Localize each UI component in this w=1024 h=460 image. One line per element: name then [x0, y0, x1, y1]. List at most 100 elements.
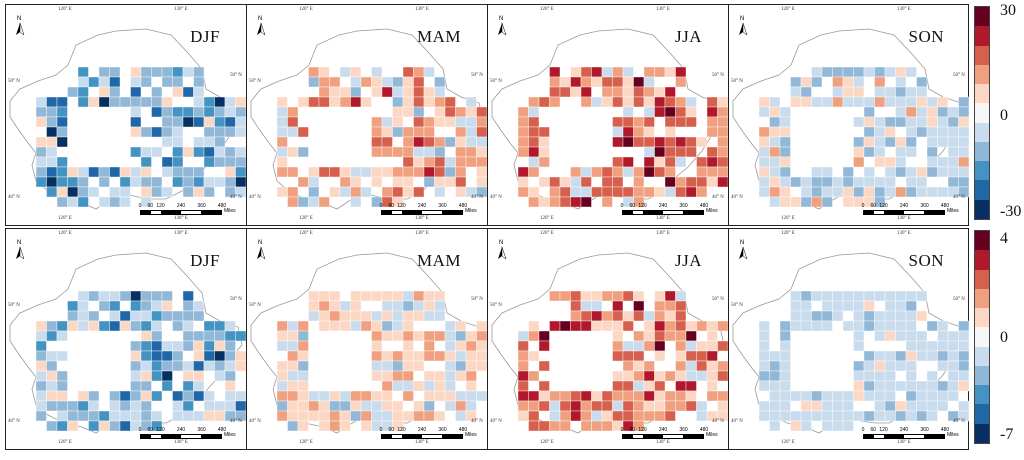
grid-cell [329, 186, 341, 198]
grid-cell [77, 290, 89, 302]
grid-cell [350, 176, 362, 188]
grid-cell [612, 380, 624, 392]
grid-cell [203, 320, 215, 332]
grid-cell [235, 176, 246, 188]
grid-cell [276, 340, 288, 352]
grid-cell [77, 176, 89, 188]
scale-segment [442, 211, 462, 214]
lon-label-120-bottom: 120° E [299, 440, 313, 445]
grid-cell [685, 400, 697, 412]
scale-unit: Miles [224, 432, 236, 438]
grid-cell [675, 76, 687, 88]
grid-cell [151, 146, 163, 158]
scale-segment [181, 211, 201, 214]
grid-cell [528, 186, 540, 198]
grid-cell [392, 310, 404, 322]
grid-cell [161, 290, 173, 302]
scale-segment [643, 435, 663, 438]
grid-cell [276, 186, 288, 198]
lat-label-50-left: 50° N [490, 303, 502, 308]
grid-cell [465, 146, 477, 158]
grid-cell [402, 146, 414, 158]
grid-cell [476, 176, 487, 188]
season-label: SON [908, 251, 944, 270]
grid-cell [654, 350, 666, 362]
grid-cell [758, 400, 770, 412]
grid-cell [140, 196, 152, 208]
grid-cell [895, 186, 907, 198]
grid-cell [905, 126, 917, 138]
grid-cell [769, 186, 781, 198]
grid-cell [863, 310, 875, 322]
grid-cell [633, 310, 645, 322]
season-label: DJF [190, 27, 220, 46]
grid-cell [958, 186, 969, 198]
scale-segment [904, 435, 924, 438]
grid-cell [905, 66, 917, 78]
grid-cell [559, 410, 571, 422]
grid-cell [350, 410, 362, 422]
grid-cell [643, 320, 655, 332]
grid-cell [664, 126, 676, 138]
grid-cell [318, 420, 330, 432]
scale-unit: Miles [947, 208, 959, 214]
grid-cell [643, 390, 655, 402]
grid-cell [287, 360, 299, 372]
grid-cell [958, 350, 969, 362]
grid-cell [769, 370, 781, 382]
grid-cell [926, 136, 938, 148]
grid-cell [779, 106, 791, 118]
grid-cell [465, 350, 477, 362]
grid-cell [958, 370, 969, 382]
grid-cell [276, 390, 288, 402]
grid-cell [56, 350, 68, 362]
grid-cell [423, 390, 435, 402]
grid-cell [182, 400, 194, 412]
grid-cell [884, 166, 896, 178]
grid-cell [863, 350, 875, 362]
scale-segment [161, 211, 181, 214]
grid-cell [706, 146, 718, 158]
grid-cell [297, 360, 309, 372]
grid-cell [842, 96, 854, 108]
grid-cell [402, 340, 414, 352]
grid-cell [172, 156, 184, 168]
grid-cell [853, 116, 865, 128]
lat-label-50-right: 50° N [230, 297, 242, 302]
grid-cell [235, 116, 246, 128]
grid-cell [56, 196, 68, 208]
grid-cell [98, 320, 110, 332]
scale-segment [874, 211, 884, 214]
grid-cell [958, 126, 969, 138]
grid-cell [287, 410, 299, 422]
grid-cell [517, 186, 529, 198]
grid-cell [308, 300, 320, 312]
grid-cell [643, 96, 655, 108]
grid-cell [947, 136, 959, 148]
grid-cell [926, 116, 938, 128]
grid-cell [664, 156, 676, 168]
grid-cell [643, 66, 655, 78]
grid-cell [350, 96, 362, 108]
grid-cell [360, 320, 372, 332]
grid-cell [717, 370, 728, 382]
grid-cell [643, 146, 655, 158]
grid-cell [214, 400, 226, 412]
lat-label-40-right: 40° N [230, 419, 242, 424]
grid-cell [172, 176, 184, 188]
legend-swatch [975, 308, 989, 328]
lon-label-120-top: 120° E [540, 231, 554, 236]
grid-cell [161, 66, 173, 78]
grid-cell [182, 310, 194, 322]
grid-cell [622, 136, 634, 148]
grid-cell [916, 116, 928, 128]
grid-cell [853, 76, 865, 88]
grid-cell [98, 176, 110, 188]
grid-cell [455, 400, 467, 412]
grid-cell [172, 116, 184, 128]
grid-cell [140, 320, 152, 332]
grid-cell [109, 166, 121, 178]
grid-cell [151, 420, 163, 432]
grid-cell [622, 186, 634, 198]
grid-cell [633, 390, 645, 402]
